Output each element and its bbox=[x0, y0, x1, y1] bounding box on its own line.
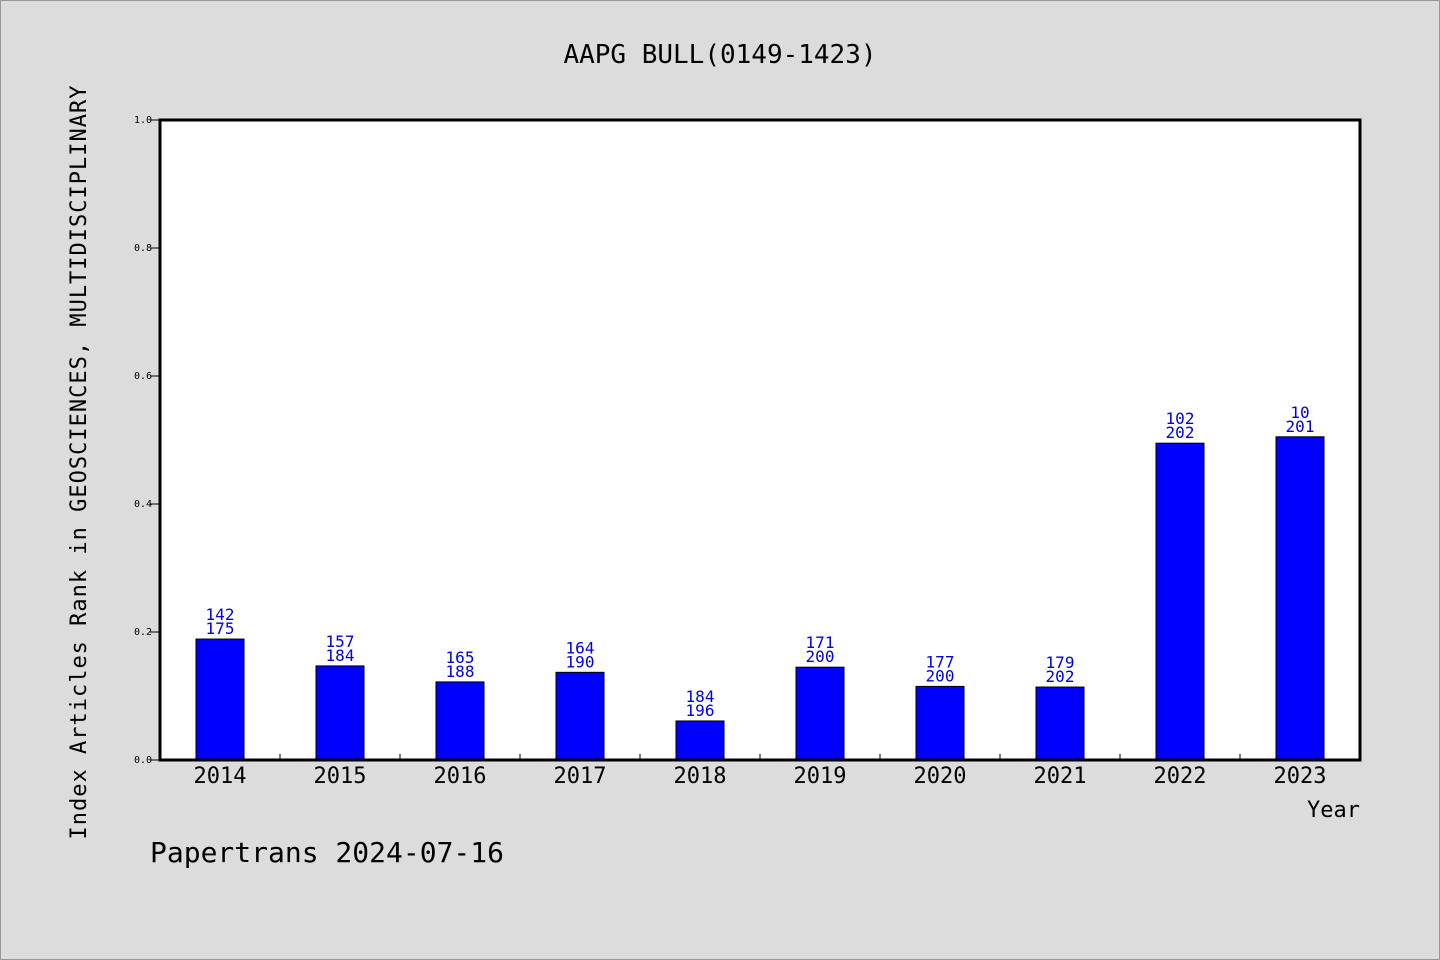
data-label-bottom-2016: 188 bbox=[446, 662, 475, 681]
y-tick-label-0.2: 0.2 bbox=[134, 627, 152, 638]
x-axis-label: Year bbox=[1307, 798, 1360, 823]
x-tick-label-2017: 2017 bbox=[554, 764, 607, 789]
data-label-top-2023: 10 bbox=[1290, 403, 1309, 422]
bar-2018 bbox=[675, 720, 725, 761]
data-label-top-2014: 142 bbox=[206, 605, 235, 624]
y-tick-label-0.8: 0.8 bbox=[134, 243, 152, 254]
data-label-top-2021: 179 bbox=[1046, 653, 1075, 672]
x-tick-label-2018: 2018 bbox=[674, 764, 727, 789]
bar-2022 bbox=[1155, 442, 1205, 761]
y-tick-label-0.4: 0.4 bbox=[134, 499, 152, 510]
data-label-top-2015: 157 bbox=[326, 632, 355, 651]
x-tick-label-2022: 2022 bbox=[1154, 764, 1207, 789]
plot-border bbox=[158, 118, 1362, 762]
bar-2020 bbox=[915, 685, 965, 761]
data-label-top-2016: 165 bbox=[446, 648, 475, 667]
data-label-bottom-2023: 201 bbox=[1286, 417, 1315, 436]
y-tick-label-0.6: 0.6 bbox=[134, 371, 152, 382]
bar-2019 bbox=[795, 666, 845, 761]
data-label-top-2018: 184 bbox=[686, 687, 715, 706]
bar-2014 bbox=[195, 638, 245, 761]
x-tick-label-2021: 2021 bbox=[1034, 764, 1087, 789]
data-label-bottom-2014: 175 bbox=[206, 619, 235, 638]
x-tick-label-2014: 2014 bbox=[194, 764, 247, 789]
chart-title: AAPG BULL(0149-1423) bbox=[563, 40, 876, 70]
y-tick-label-1.0: 1.0 bbox=[134, 115, 152, 126]
bar-2017 bbox=[555, 671, 605, 761]
bar-2023 bbox=[1275, 436, 1325, 761]
bar-2015 bbox=[315, 665, 365, 761]
x-tick-label-2020: 2020 bbox=[914, 764, 967, 789]
data-label-bottom-2015: 184 bbox=[326, 646, 355, 665]
data-label-bottom-2021: 202 bbox=[1046, 667, 1075, 686]
data-label-bottom-2022: 202 bbox=[1166, 423, 1195, 442]
data-label-top-2020: 177 bbox=[926, 652, 955, 671]
data-label-top-2019: 171 bbox=[806, 633, 835, 652]
data-label-bottom-2018: 196 bbox=[686, 701, 715, 720]
y-axis-label: Index Articles Rank in GEOSCIENCES, MULT… bbox=[67, 85, 92, 840]
data-label-top-2017: 164 bbox=[566, 638, 595, 657]
x-tick-label-2019: 2019 bbox=[794, 764, 847, 789]
data-label-bottom-2017: 190 bbox=[566, 652, 595, 671]
data-label-bottom-2020: 200 bbox=[926, 666, 955, 685]
y-tick-label-0.0: 0.0 bbox=[134, 755, 152, 766]
bar-2016 bbox=[435, 681, 485, 761]
x-tick-label-2023: 2023 bbox=[1274, 764, 1327, 789]
x-tick-label-2016: 2016 bbox=[434, 764, 487, 789]
bar-2021 bbox=[1035, 686, 1085, 761]
footer-text: Papertrans 2024-07-16 bbox=[150, 836, 504, 869]
axis-ticks-group: 2014 2015 2016 2017 2018 2019 2020 2021 2022 2023… bbox=[134, 115, 1327, 789]
data-label-bottom-2019: 200 bbox=[806, 647, 835, 666]
x-tick-label-2015: 2015 bbox=[314, 764, 367, 789]
data-label-top-2022: 102 bbox=[1166, 409, 1195, 428]
